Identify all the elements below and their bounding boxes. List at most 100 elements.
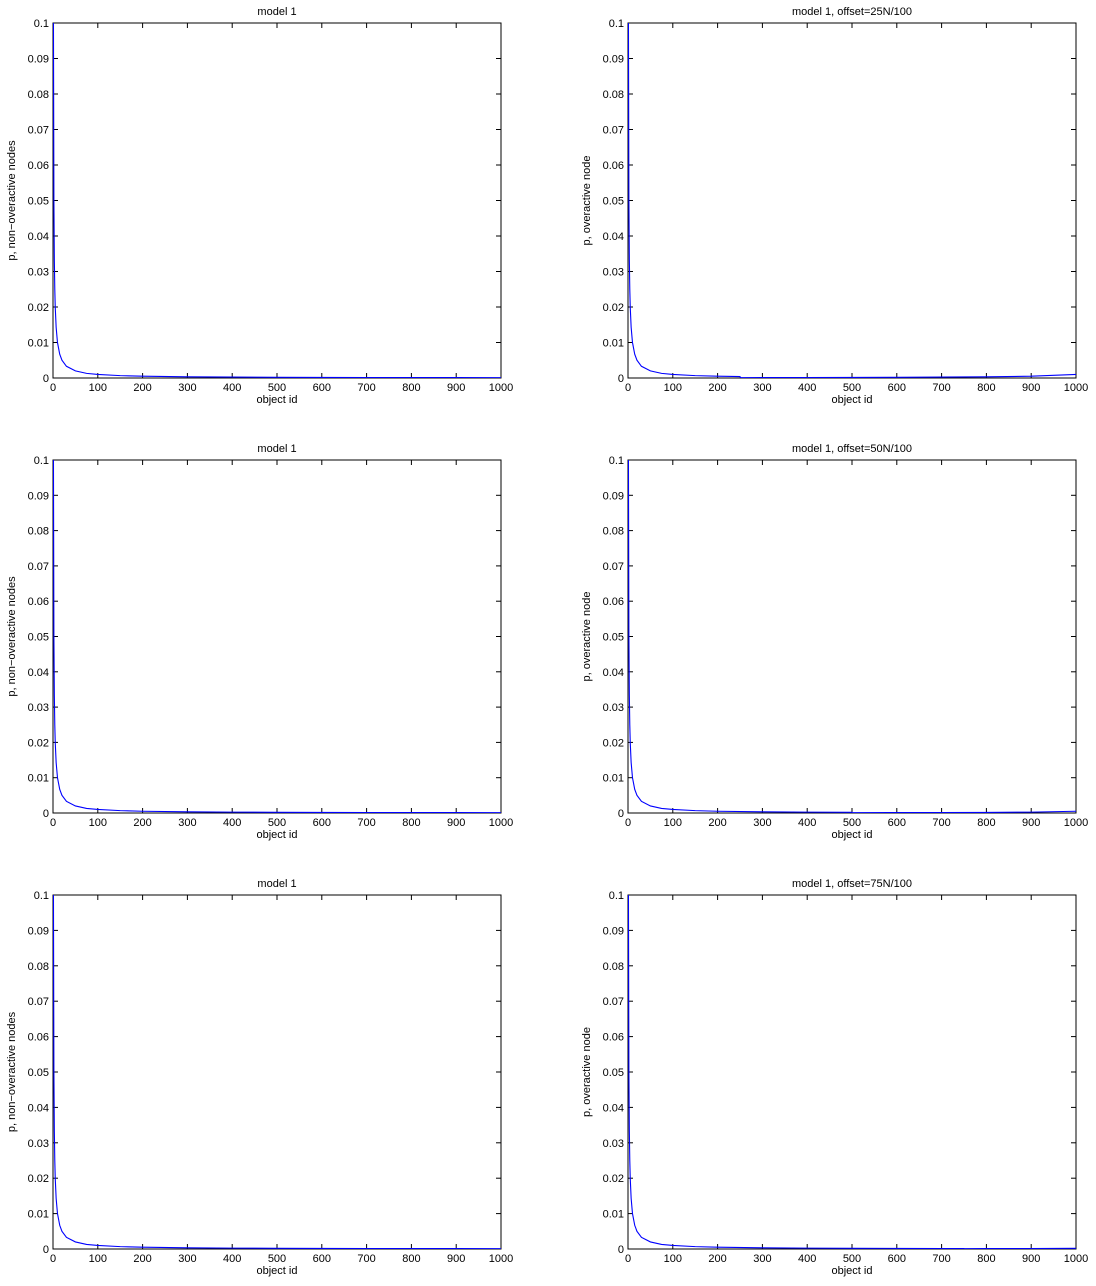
y-tick-label: 0.02 — [28, 1173, 49, 1185]
x-tick-label: 600 — [313, 817, 331, 829]
plot-area — [627, 22, 1077, 379]
x-tick-label: 0 — [50, 382, 56, 394]
y-axis-label: p, non−overactive nodes — [6, 140, 18, 261]
y-tick-label: 0.03 — [603, 702, 624, 714]
chart-title: model 1, offset=75N/100 — [792, 878, 912, 890]
x-axis-label: object id — [832, 1265, 873, 1277]
y-tick-label: 0.07 — [603, 125, 624, 137]
x-tick-label: 400 — [798, 382, 816, 394]
y-tick-label: 0.08 — [603, 89, 624, 101]
y-tick-label: 0.01 — [28, 1209, 49, 1221]
y-tick-label: 0.04 — [28, 231, 49, 243]
x-tick-label: 300 — [753, 382, 771, 394]
x-tick-label: 0 — [625, 817, 631, 829]
x-tick-label: 600 — [888, 817, 906, 829]
x-tick-label: 1000 — [1064, 817, 1088, 829]
y-tick-label: 0.04 — [28, 1102, 49, 1114]
x-tick-label: 200 — [133, 382, 151, 394]
y-tick-label: 0.1 — [609, 890, 624, 902]
chart-panel-1: 0 100 200 300 400 500 600 700 800 900 1000 0 0.01 0.0… — [6, 6, 513, 406]
x-tick-label: 500 — [843, 817, 861, 829]
x-tick-label: 600 — [888, 1253, 906, 1265]
y-tick-label: 0.03 — [603, 1138, 624, 1150]
y-axis-label: p, overactive node — [581, 592, 593, 682]
y-tick-label: 0.1 — [609, 18, 624, 30]
y-tick-label: 0.09 — [28, 925, 49, 937]
y-tick-label: 0.03 — [28, 702, 49, 714]
x-tick-label: 900 — [1022, 1253, 1040, 1265]
y-tick-label: 0.01 — [28, 773, 49, 785]
y-axis-label: p, overactive node — [581, 1027, 593, 1117]
y-tick-label: 0.07 — [603, 996, 624, 1008]
y-tick-label: 0.04 — [603, 1102, 624, 1114]
x-tick-label: 0 — [50, 1253, 56, 1265]
y-tick-label: 0.05 — [28, 196, 49, 208]
y-tick-label: 0.05 — [603, 1067, 624, 1079]
x-tick-label: 400 — [223, 1253, 241, 1265]
series-line-1 — [53, 460, 501, 813]
y-tick-label: 0.03 — [28, 267, 49, 279]
x-tick-label: 800 — [402, 382, 420, 394]
x-tick-label: 0 — [50, 817, 56, 829]
y-tick-label: 0.02 — [28, 737, 49, 749]
x-tick-label: 900 — [1022, 382, 1040, 394]
y-tick-label: 0.06 — [28, 160, 49, 172]
x-tick-label: 300 — [753, 817, 771, 829]
x-axis-label: object id — [832, 829, 873, 841]
y-tick-label: 0.09 — [28, 490, 49, 502]
y-tick-label: 0.04 — [28, 667, 49, 679]
x-tick-label: 700 — [932, 382, 950, 394]
chart-title: model 1 — [257, 6, 296, 18]
x-tick-label: 300 — [753, 1253, 771, 1265]
x-tick-label: 100 — [89, 382, 107, 394]
y-tick-label: 0.06 — [603, 160, 624, 172]
series-line-1 — [628, 895, 1076, 1249]
y-tick-label: 0.1 — [34, 890, 49, 902]
y-tick-label: 0.01 — [603, 338, 624, 350]
x-tick-label: 1000 — [489, 1253, 513, 1265]
y-tick-label: 0.07 — [28, 125, 49, 137]
x-tick-label: 500 — [268, 1253, 286, 1265]
x-tick-label: 200 — [133, 817, 151, 829]
x-tick-label: 400 — [223, 817, 241, 829]
x-tick-label: 700 — [357, 382, 375, 394]
x-tick-label: 900 — [447, 1253, 465, 1265]
chart-title: model 1 — [257, 443, 296, 455]
chart-panel-2: 0 100 200 300 400 500 600 700 800 900 1000 0 0.01 0.0… — [581, 6, 1088, 406]
series-line-1 — [628, 23, 1076, 378]
x-tick-label: 800 — [977, 382, 995, 394]
y-tick-label: 0.07 — [28, 561, 49, 573]
y-tick-label: 0.04 — [603, 667, 624, 679]
y-tick-label: 0.1 — [34, 455, 49, 467]
chart-title: model 1, offset=50N/100 — [792, 443, 912, 455]
x-tick-label: 100 — [89, 1253, 107, 1265]
plot-area — [52, 22, 502, 379]
x-tick-label: 100 — [664, 382, 682, 394]
y-tick-label: 0.06 — [28, 1032, 49, 1044]
x-tick-label: 0 — [625, 1253, 631, 1265]
y-axis-label: p, non−overactive nodes — [6, 576, 18, 697]
y-tick-label: 0.02 — [28, 302, 49, 314]
x-tick-label: 800 — [977, 1253, 995, 1265]
x-tick-label: 1000 — [1064, 382, 1088, 394]
plot-area — [627, 894, 1077, 1250]
x-tick-label: 800 — [402, 1253, 420, 1265]
y-tick-label: 0.03 — [603, 267, 624, 279]
x-tick-label: 500 — [843, 1253, 861, 1265]
x-axis-label: object id — [257, 1265, 298, 1277]
y-tick-label: 0.01 — [603, 773, 624, 785]
series-line-1 — [53, 895, 501, 1249]
x-tick-label: 900 — [447, 817, 465, 829]
y-tick-label: 0.08 — [603, 526, 624, 538]
x-tick-label: 1000 — [489, 382, 513, 394]
x-tick-label: 1000 — [1064, 1253, 1088, 1265]
y-tick-label: 0.09 — [28, 54, 49, 66]
y-tick-label: 0.05 — [28, 1067, 49, 1079]
chart-panel-3: 0 100 200 300 400 500 600 700 800 900 1000 0 0.01 0.0… — [6, 443, 513, 841]
chart-title: model 1 — [257, 878, 296, 890]
x-tick-label: 100 — [664, 817, 682, 829]
x-tick-label: 300 — [178, 817, 196, 829]
x-tick-label: 600 — [313, 1253, 331, 1265]
y-tick-label: 0.05 — [28, 632, 49, 644]
